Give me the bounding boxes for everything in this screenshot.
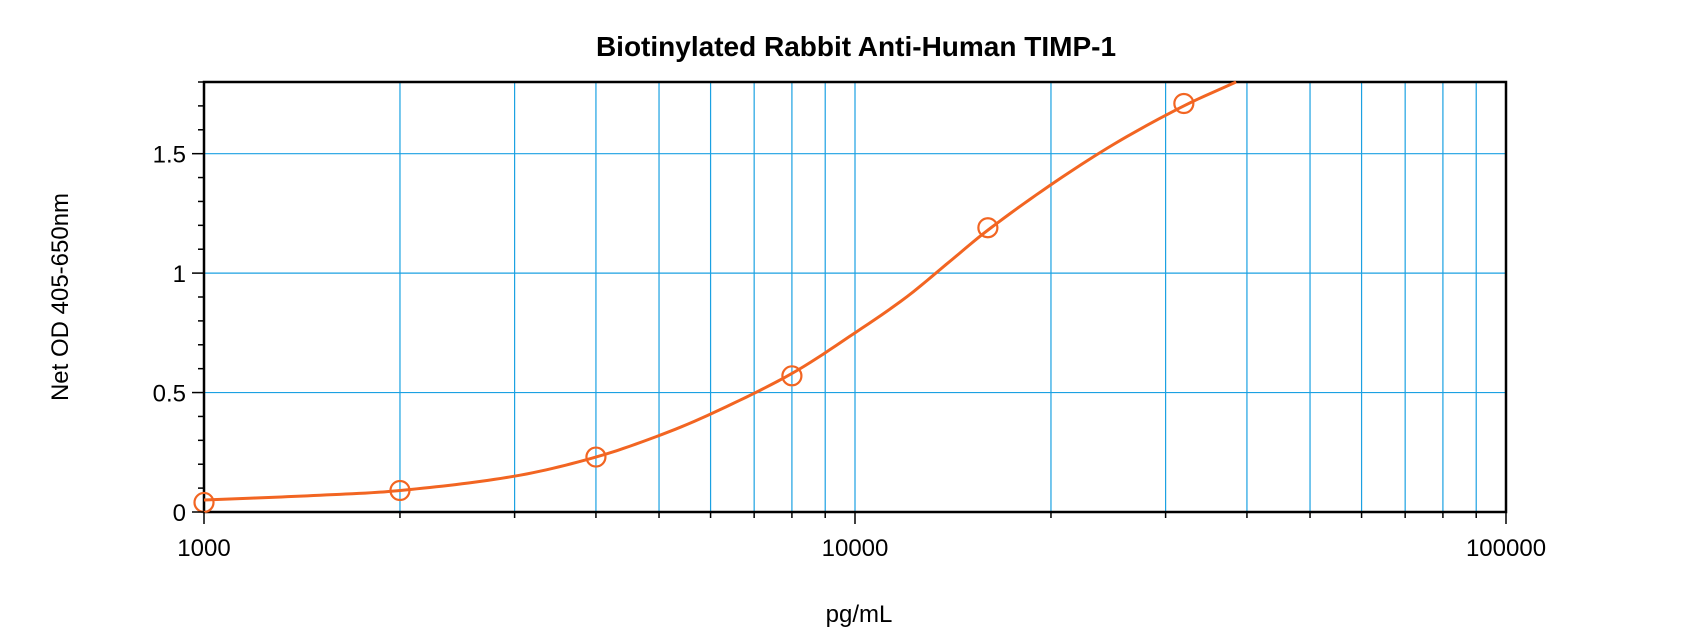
chart-title: Biotinylated Rabbit Anti-Human TIMP-1 (596, 31, 1116, 62)
data-point (781, 365, 803, 387)
data-point (977, 217, 999, 239)
fit-curve (203, 80, 1237, 502)
ticks: 0 0.5 1 1.5 1000 10000 100000 (153, 81, 1546, 562)
y-tick-label: 0 (173, 500, 186, 527)
x-tick-label: 1000 (177, 535, 230, 562)
y-tick-label: 1 (173, 261, 186, 288)
data-points (193, 92, 1195, 514)
grid (204, 82, 1506, 512)
x-axis-label: pg/mL (826, 601, 893, 628)
data-point (585, 446, 607, 468)
y-axis-label: Net OD 405-650nm (47, 193, 74, 401)
y-tick-label: 1.5 (153, 142, 186, 169)
data-point (1173, 92, 1195, 115)
y-tick-label: 0.5 (153, 381, 186, 408)
fit-curve-layer (203, 80, 1237, 502)
data-point (389, 479, 411, 502)
x-tick-label: 10000 (822, 535, 889, 562)
x-tick-label: 100000 (1466, 535, 1546, 562)
